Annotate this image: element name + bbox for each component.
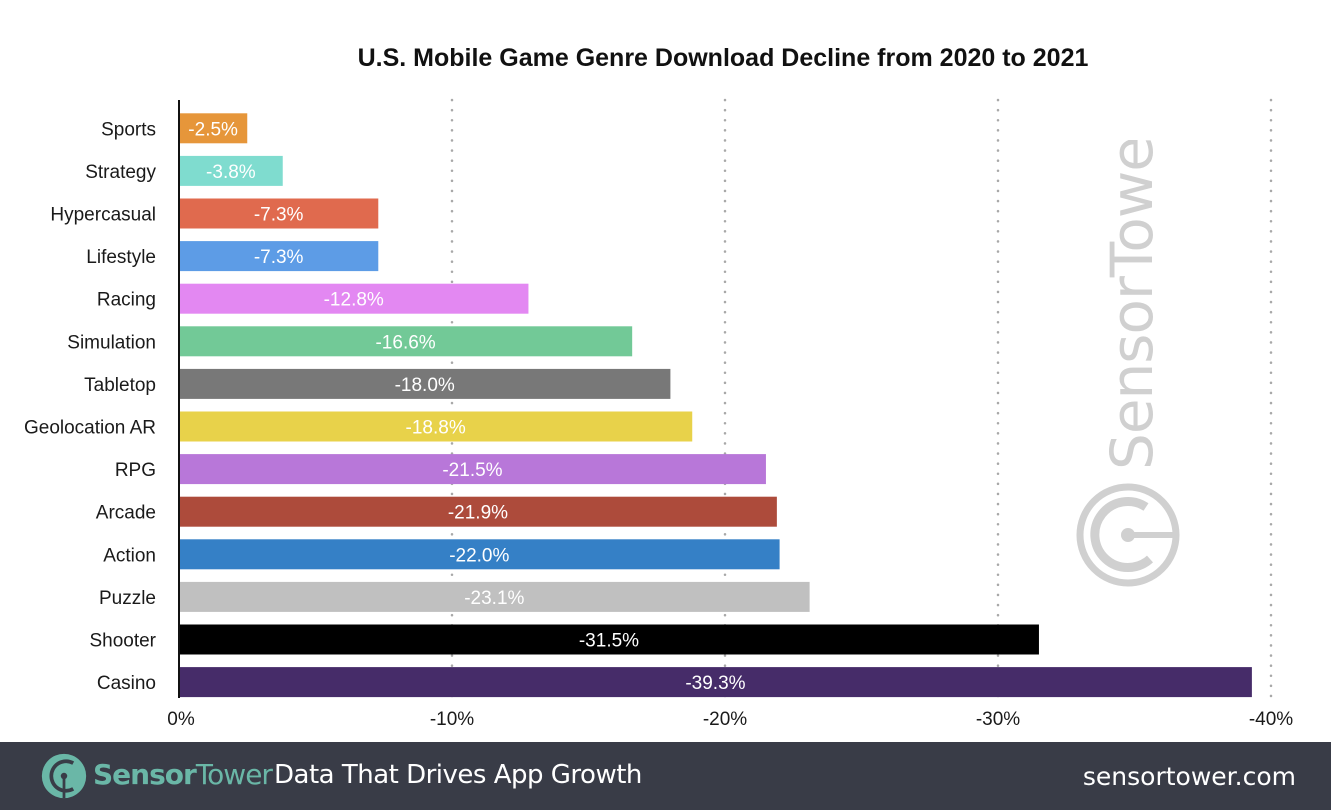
footer-bar: SensorTower Data That Drives App Growth … (0, 742, 1331, 810)
bar-casino (180, 667, 1252, 698)
x-tick-label: -20% (703, 709, 747, 730)
bar-chart: -2.5% -3.8% -7.3% -7.3% -12.8% -16.6% -18.0% -1… (24, 98, 1293, 730)
category-label: Simulation (67, 332, 156, 353)
category-label: Geolocation AR (24, 418, 156, 439)
x-tick-label: 0% (167, 709, 195, 730)
footer-tagline: Data That Drives App Growth (274, 760, 642, 790)
bar-sports (180, 113, 248, 144)
bar-value-label: -31.5% (579, 631, 639, 652)
bar-value-label: -7.3% (254, 205, 304, 226)
watermark-text: SensorTower (1098, 140, 1166, 470)
category-label: Puzzle (99, 588, 156, 609)
bar-value-label: -12.8% (324, 290, 384, 311)
bar-value-label: -39.3% (685, 673, 745, 694)
category-labels: Sports Strategy Hypercasual Lifestyle Racing… (24, 119, 157, 694)
brand-part-sensor: Sensor (93, 758, 197, 791)
bar-puzzle (180, 581, 810, 612)
category-label: Tabletop (84, 375, 156, 396)
chart-title: U.S. Mobile Game Genre Download Decline … (357, 44, 1089, 72)
bar-shooter (180, 624, 1039, 655)
sensortower-watermark: SensorTower (1070, 113, 1190, 600)
bar-arcade (180, 496, 777, 527)
sensortower-logo-icon (41, 753, 87, 799)
bar-value-label: -2.5% (188, 119, 238, 140)
bars: -2.5% -3.8% -7.3% -7.3% -12.8% -16.6% -18.0% -1… (180, 113, 1252, 698)
category-label: Sports (101, 119, 156, 140)
bar-lifestyle (180, 241, 379, 272)
brand-part-tower: Tower (195, 758, 273, 791)
bar-geolocation-ar (180, 411, 693, 442)
sensortower-logo-icon (1076, 483, 1180, 587)
bar-value-label: -18.8% (406, 418, 466, 439)
footer-url-link[interactable]: sensortower.com (1082, 762, 1296, 791)
footer-brand-name[interactable]: SensorTower (93, 758, 273, 791)
bar-value-label: -22.0% (449, 545, 509, 566)
category-label: Casino (97, 673, 156, 694)
bar-value-label: -21.5% (442, 460, 502, 481)
category-label: Strategy (85, 162, 156, 183)
bar-action (180, 539, 780, 570)
bar-rpg (180, 454, 766, 485)
x-tick-label: -40% (1249, 709, 1293, 730)
x-axis-ticks: 0% -10% -20% -30% -40% (167, 709, 1293, 730)
bar-value-label: -21.9% (448, 503, 508, 524)
bar-value-label: -7.3% (254, 247, 304, 268)
x-tick-label: -10% (430, 709, 474, 730)
bar-value-label: -23.1% (464, 588, 524, 609)
category-label: Hypercasual (50, 205, 156, 226)
category-label: Lifestyle (86, 247, 156, 268)
category-label: Shooter (89, 631, 156, 652)
bar-racing (180, 283, 529, 314)
bar-value-label: -18.0% (395, 375, 455, 396)
bar-value-label: -3.8% (206, 162, 256, 183)
bar-strategy (180, 155, 283, 186)
bar-hypercasual (180, 198, 379, 229)
bar-simulation (180, 326, 633, 357)
category-label: RPG (115, 460, 156, 481)
bar-tabletop (180, 368, 671, 399)
x-tick-label: -30% (976, 709, 1020, 730)
bar-value-label: -16.6% (375, 332, 435, 353)
category-label: Arcade (96, 503, 156, 524)
category-label: Action (103, 545, 156, 566)
category-label: Racing (97, 290, 156, 311)
